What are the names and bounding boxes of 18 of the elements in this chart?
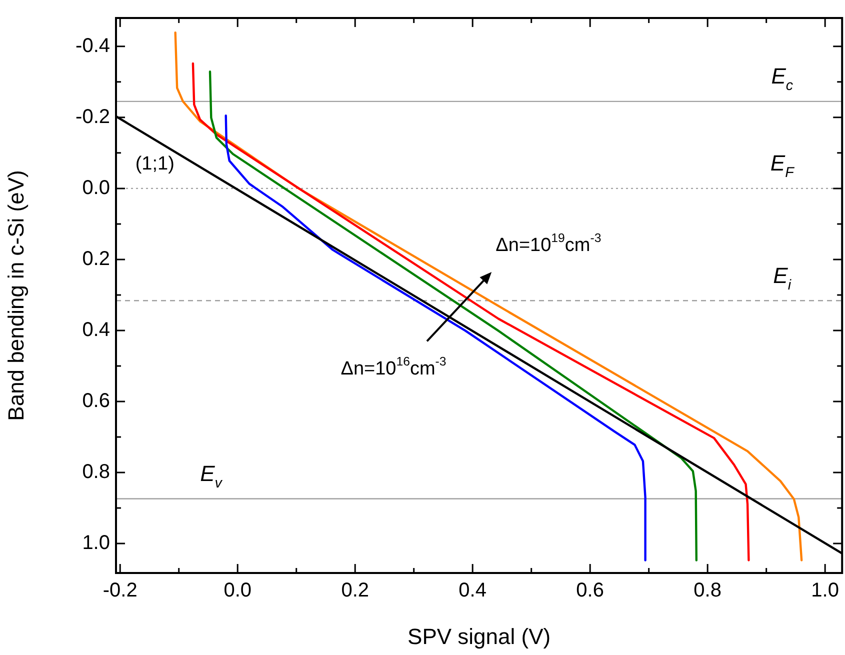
x-axis-title: SPV signal (V) — [408, 624, 551, 649]
y-tick-label: -0.2 — [76, 106, 110, 128]
y-axis-title: Band bending in c-Si (eV) — [3, 170, 28, 421]
y-tick-label: 0.4 — [82, 318, 110, 341]
y-tick-label: 1.0 — [82, 532, 110, 554]
y-tick-label: -0.4 — [76, 34, 110, 57]
x-tick-label: 1.0 — [811, 580, 839, 602]
y-tick-label: 0.8 — [82, 461, 110, 484]
x-tick-label: -0.2 — [102, 580, 138, 602]
x-tick-label: 0.6 — [576, 580, 604, 602]
x-tick-label: 0.2 — [341, 580, 370, 602]
x-tick-label: 0.8 — [694, 580, 722, 602]
y-tick-label: 0.0 — [82, 176, 110, 199]
x-tick-label: 0.4 — [458, 580, 486, 602]
x-tick-label: 0.0 — [224, 580, 252, 602]
y-tick-label: 0.6 — [82, 390, 110, 412]
y-tick-label: 0.2 — [82, 248, 110, 270]
annotation: (1;1) — [135, 154, 174, 175]
